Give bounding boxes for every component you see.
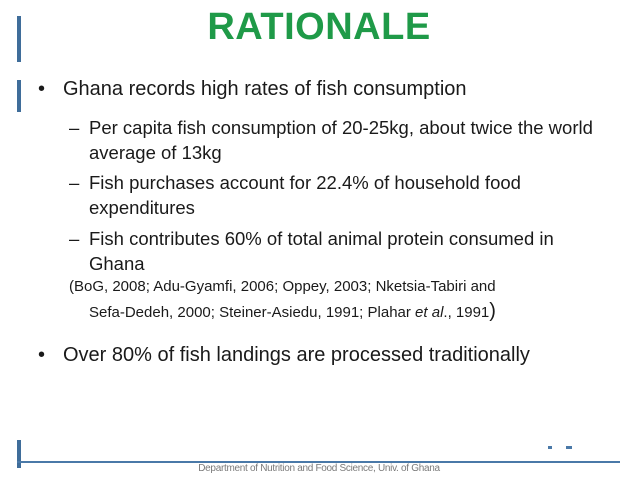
sub-bullet-marker: – [69, 228, 80, 249]
sub-bullet-item: – Fish contributes 60% of total animal p… [69, 226, 609, 276]
bottom-accent-dash [566, 446, 572, 449]
bottom-accent-dash [548, 446, 552, 449]
sub-bullet-marker: – [69, 117, 80, 138]
bullet-text: Ghana records high rates of fish consump… [63, 78, 467, 100]
slide-title: RATIONALE [207, 6, 431, 48]
references-close-paren: ) [489, 300, 496, 322]
references-italic: et al [415, 304, 444, 321]
left-accent-bar-bottom [17, 440, 21, 468]
left-accent-bar-middle [17, 80, 21, 112]
bullet-marker: • [38, 78, 46, 100]
slide-footer: Department of Nutrition and Food Science… [198, 463, 440, 474]
sub-bullet-marker: – [69, 172, 80, 193]
references-line-2: Sefa-Dedeh, 2000; Steiner-Asiedu, 1991; … [69, 299, 614, 325]
sub-bullet-text: Fish contributes 60% of total animal pro… [89, 228, 554, 274]
sub-bullet-text: Per capita fish consumption of 20-25kg, … [89, 117, 593, 163]
references-text: ., 1991 [443, 304, 490, 321]
references-text: Sefa-Dedeh, 2000; Steiner-Asiedu, 1991; … [89, 304, 416, 321]
bullet-marker: • [38, 344, 46, 366]
references: (BoG, 2008; Adu-Gyamfi, 2006; Oppey, 200… [69, 274, 614, 325]
left-accent-bar-top [17, 16, 21, 62]
bottom-rule [17, 461, 620, 463]
sub-bullet-item: – Fish purchases account for 22.4% of ho… [69, 170, 609, 220]
sub-bullet-item: – Per capita fish consumption of 20-25kg… [69, 115, 609, 165]
references-line-1: (BoG, 2008; Adu-Gyamfi, 2006; Oppey, 200… [69, 278, 496, 295]
bullet-text: Over 80% of fish landings are processed … [63, 344, 530, 366]
sub-bullet-text: Fish purchases account for 22.4% of hous… [89, 172, 521, 218]
